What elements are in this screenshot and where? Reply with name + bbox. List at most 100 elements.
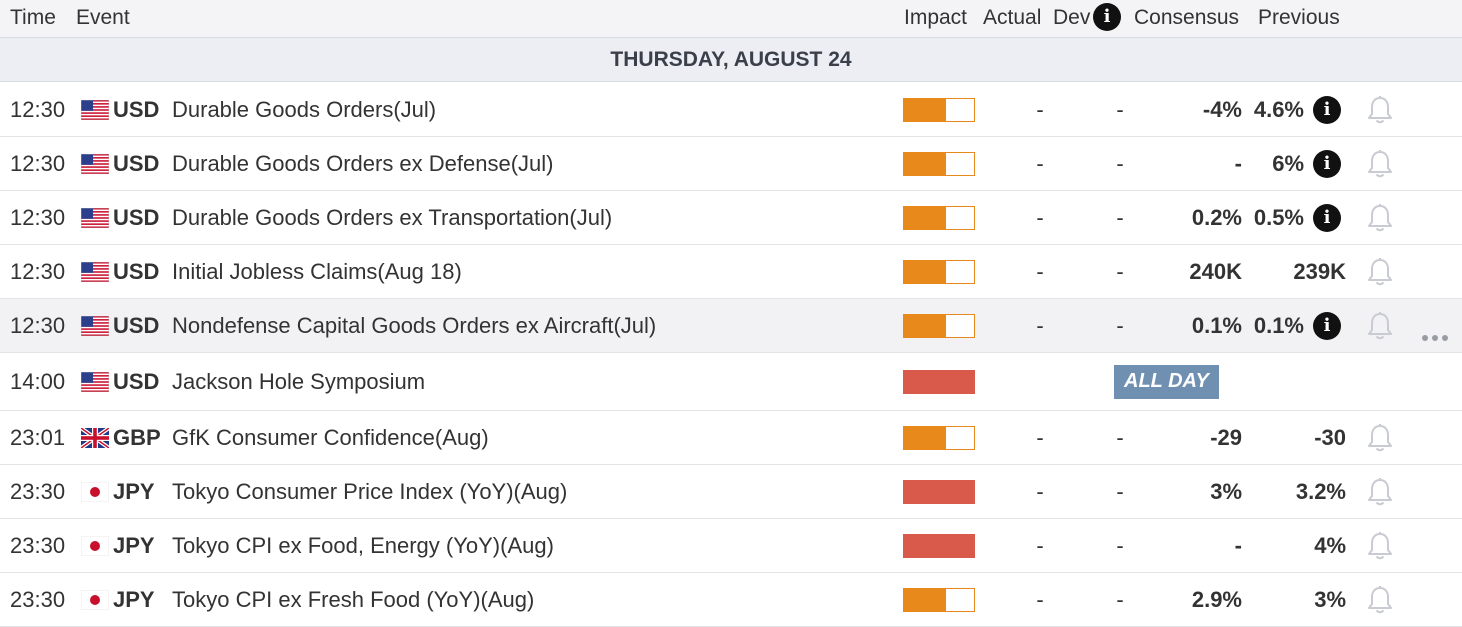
- actual-value: -: [1036, 150, 1044, 176]
- table-row[interactable]: 12:30 USD Durable Goods Orders ex Defense(…: [0, 137, 1462, 191]
- consensus-value: 0.1%: [1191, 312, 1242, 338]
- bell-icon[interactable]: [1366, 203, 1394, 233]
- header-time[interactable]: Time: [10, 6, 56, 29]
- dev-info-icon[interactable]: i: [1093, 3, 1121, 31]
- table-row[interactable]: 14:00 USD Jackson Hole Symposium ALL DAY: [0, 353, 1462, 411]
- previous-value: -30: [1314, 424, 1346, 450]
- previous-value: 4.6%: [1253, 96, 1304, 122]
- jp-flag-icon: [81, 535, 109, 556]
- event-name[interactable]: GfK Consumer Confidence(Aug): [172, 424, 489, 450]
- event-name[interactable]: Nondefense Capital Goods Orders ex Aircr…: [172, 312, 657, 338]
- previous-value: 3.2%: [1295, 478, 1346, 504]
- info-icon[interactable]: i: [1313, 311, 1341, 340]
- us-flag-icon: [81, 261, 109, 282]
- deviation-value: -: [1116, 532, 1124, 558]
- currency-code: GBP: [113, 424, 161, 450]
- all-day-badge: ALL DAY: [1114, 364, 1219, 399]
- table-row[interactable]: 12:30 USD Nondefense Capital Goods Orders …: [0, 299, 1462, 353]
- header-impact[interactable]: Impact: [904, 6, 968, 29]
- event-time: 12:30: [10, 96, 66, 122]
- event-name[interactable]: Durable Goods Orders(Jul): [172, 96, 437, 122]
- event-time: 14:00: [10, 368, 66, 394]
- bell-icon[interactable]: [1366, 423, 1394, 453]
- info-icon[interactable]: i: [1313, 149, 1341, 178]
- event-time: 23:30: [10, 532, 66, 558]
- bell-icon[interactable]: [1366, 531, 1394, 561]
- us-flag-icon: [81, 99, 109, 120]
- previous-value: 0.5%: [1253, 204, 1304, 230]
- consensus-value: 3%: [1210, 478, 1242, 504]
- table-row[interactable]: 23:01 GBP GfK Consumer Confidence(Aug) - - -2…: [0, 411, 1462, 465]
- table-header: Time Event Impact Actual Dev i Consensus…: [0, 0, 1462, 38]
- info-icon[interactable]: i: [1313, 95, 1341, 124]
- impact-fill: [904, 152, 946, 175]
- impact-meter: [903, 587, 975, 612]
- header-actual[interactable]: Actual: [983, 6, 1042, 29]
- more-options-icon[interactable]: [1421, 322, 1449, 341]
- impact-meter: [903, 259, 975, 284]
- currency-code: JPY: [113, 586, 155, 612]
- event-time: 12:30: [10, 258, 66, 284]
- bell-icon[interactable]: [1366, 149, 1394, 179]
- event-name[interactable]: Durable Goods Orders ex Transportation(J…: [172, 204, 613, 230]
- info-icon[interactable]: i: [1313, 203, 1341, 232]
- consensus-value: -4%: [1202, 96, 1242, 122]
- event-name[interactable]: Durable Goods Orders ex Defense(Jul): [172, 150, 554, 176]
- header-dev[interactable]: Dev: [1053, 6, 1091, 29]
- actual-value: -: [1036, 532, 1044, 558]
- currency-code: USD: [113, 96, 160, 122]
- bell-icon[interactable]: [1366, 257, 1394, 287]
- event-time: 12:30: [10, 150, 66, 176]
- header-previous[interactable]: Previous: [1258, 6, 1340, 29]
- event-time: 12:30: [10, 204, 66, 230]
- impact-fill: [904, 370, 974, 393]
- deviation-value: -: [1116, 204, 1124, 230]
- deviation-value: -: [1116, 424, 1124, 450]
- table-row[interactable]: 23:30 JPY Tokyo Consumer Price Index (YoY)…: [0, 465, 1462, 519]
- bell-icon[interactable]: [1366, 95, 1394, 125]
- previous-value: 0.1%: [1253, 312, 1304, 338]
- impact-fill: [904, 426, 946, 449]
- event-name[interactable]: Tokyo Consumer Price Index (YoY)(Aug): [172, 478, 568, 504]
- actual-value: -: [1036, 312, 1044, 338]
- table-row[interactable]: 12:30 USD Initial Jobless Claims(Aug 18) - -…: [0, 245, 1462, 299]
- us-flag-icon: [81, 207, 109, 228]
- impact-fill: [904, 314, 946, 337]
- currency-code: USD: [113, 150, 160, 176]
- previous-value: 3%: [1314, 586, 1346, 612]
- event-name[interactable]: Tokyo CPI ex Fresh Food (YoY)(Aug): [172, 586, 535, 612]
- impact-fill: [904, 480, 974, 503]
- deviation-value: -: [1116, 96, 1124, 122]
- impact-fill: [904, 206, 946, 229]
- consensus-value: 2.9%: [1191, 586, 1242, 612]
- header-consensus[interactable]: Consensus: [1134, 6, 1240, 29]
- impact-meter: [903, 479, 975, 504]
- table-row[interactable]: 12:30 USD Durable Goods Orders(Jul) - - -4% 4.…: [0, 83, 1462, 137]
- impact-fill: [904, 98, 946, 121]
- deviation-value: -: [1116, 150, 1124, 176]
- bell-icon[interactable]: [1366, 585, 1394, 615]
- currency-code: USD: [113, 312, 160, 338]
- event-name[interactable]: Jackson Hole Symposium: [172, 368, 426, 394]
- impact-meter: [903, 151, 975, 176]
- day-separator: THURSDAY, AUGUST 24: [0, 38, 1462, 82]
- bell-icon[interactable]: [1366, 311, 1394, 341]
- event-name[interactable]: Initial Jobless Claims(Aug 18): [172, 258, 462, 284]
- actual-value: -: [1036, 204, 1044, 230]
- previous-value: 239K: [1293, 258, 1346, 284]
- table-row[interactable]: 23:30 JPY Tokyo CPI ex Food, Energy (YoY)(…: [0, 519, 1462, 573]
- event-time: 12:30: [10, 312, 66, 338]
- impact-fill: [904, 260, 946, 283]
- bell-icon[interactable]: [1366, 477, 1394, 507]
- table-row[interactable]: 12:30 USD Durable Goods Orders ex Transpor…: [0, 191, 1462, 245]
- table-row[interactable]: 23:30 JPY Tokyo CPI ex Fresh Food (YoY)(Au…: [0, 573, 1462, 627]
- impact-meter: [903, 425, 975, 450]
- deviation-value: -: [1116, 478, 1124, 504]
- us-flag-icon: [81, 371, 109, 392]
- event-name[interactable]: Tokyo CPI ex Food, Energy (YoY)(Aug): [172, 532, 554, 558]
- actual-value: -: [1036, 424, 1044, 450]
- event-time: 23:30: [10, 586, 66, 612]
- header-event[interactable]: Event: [76, 6, 130, 29]
- us-flag-icon: [81, 315, 109, 336]
- impact-meter: [903, 205, 975, 230]
